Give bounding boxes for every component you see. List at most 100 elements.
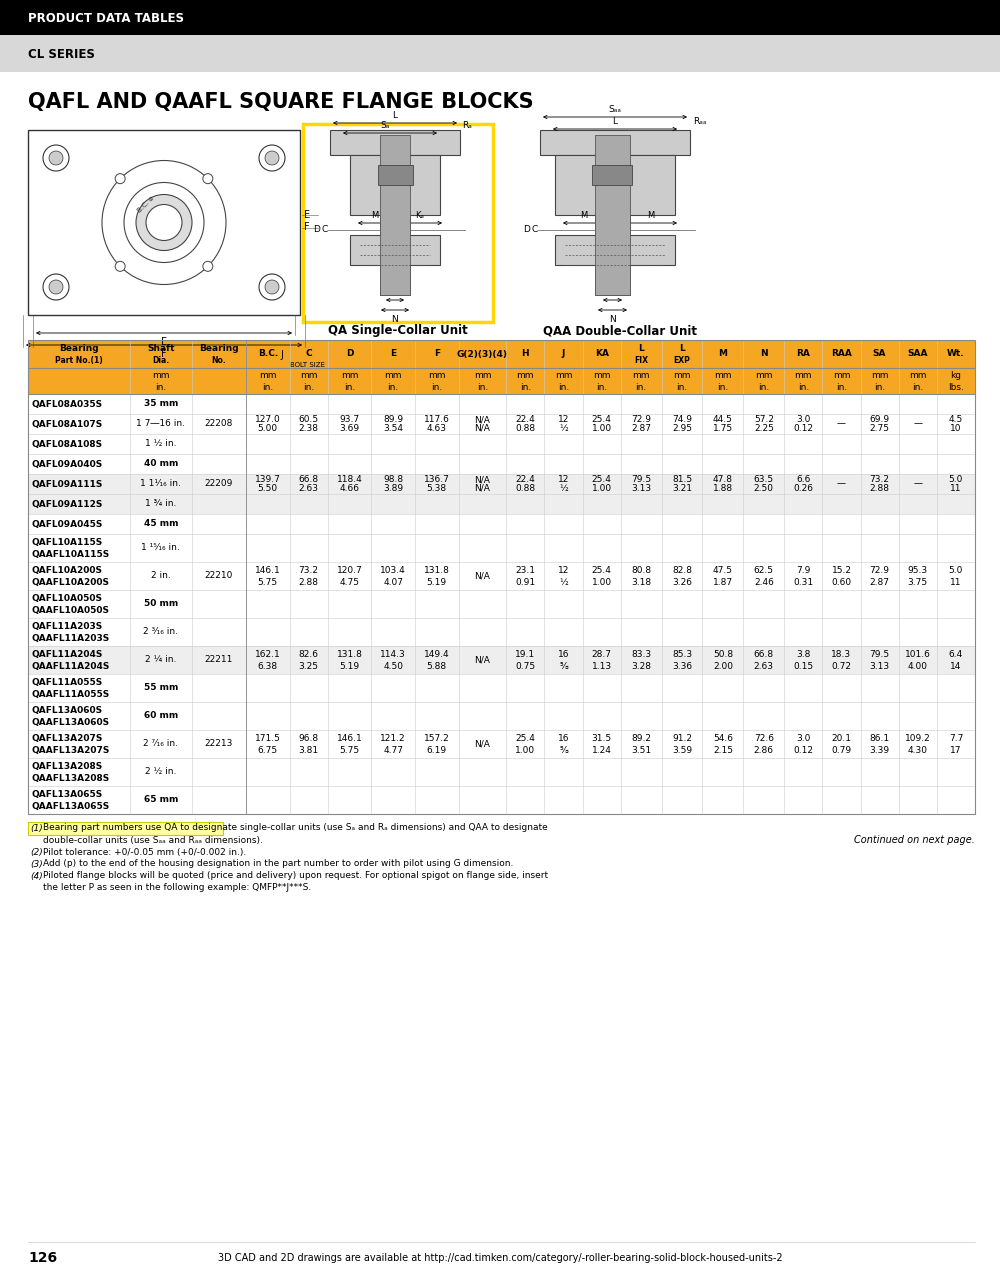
Bar bbox=[28, 590, 975, 618]
Text: mm: mm bbox=[384, 371, 402, 380]
Text: 44.5: 44.5 bbox=[713, 416, 733, 425]
Text: SAA: SAA bbox=[908, 349, 928, 358]
Text: 2 in.: 2 in. bbox=[151, 571, 171, 581]
Text: N/A: N/A bbox=[474, 424, 490, 433]
Text: L: L bbox=[392, 111, 398, 120]
Text: 3.18: 3.18 bbox=[631, 577, 651, 586]
Text: 11: 11 bbox=[950, 577, 962, 586]
Text: D: D bbox=[346, 349, 353, 358]
Text: QAFL08A035S: QAFL08A035S bbox=[31, 399, 102, 408]
Bar bbox=[555, 155, 675, 215]
Text: Bearing: Bearing bbox=[59, 344, 99, 353]
Text: QAFL AND QAAFL SQUARE FLANGE BLOCKS: QAFL AND QAAFL SQUARE FLANGE BLOCKS bbox=[28, 92, 534, 111]
Text: 89.9: 89.9 bbox=[383, 416, 403, 425]
Text: 146.1: 146.1 bbox=[337, 733, 362, 742]
Text: H: H bbox=[522, 349, 529, 358]
Text: 6.38: 6.38 bbox=[258, 662, 278, 671]
Text: 20.1: 20.1 bbox=[831, 733, 851, 742]
Text: 1.88: 1.88 bbox=[713, 484, 733, 493]
Circle shape bbox=[259, 145, 285, 172]
Text: 65 mm: 65 mm bbox=[144, 795, 178, 805]
Text: 83.3: 83.3 bbox=[631, 650, 651, 659]
Text: D: D bbox=[313, 225, 320, 234]
Bar bbox=[0, 35, 1000, 72]
Text: mm: mm bbox=[474, 371, 491, 380]
Text: M: M bbox=[371, 211, 379, 220]
Bar bbox=[303, 124, 493, 323]
Text: QAFL11A204S: QAFL11A204S bbox=[31, 650, 102, 659]
Bar bbox=[28, 434, 975, 454]
Text: 1 ¹⁵⁄₁₆ in.: 1 ¹⁵⁄₁₆ in. bbox=[141, 544, 180, 553]
Text: in.: in. bbox=[836, 383, 847, 392]
Text: 0.91: 0.91 bbox=[515, 577, 535, 586]
Text: 22208: 22208 bbox=[205, 420, 233, 429]
Text: 3.36: 3.36 bbox=[672, 662, 692, 671]
Text: 1.00: 1.00 bbox=[515, 746, 535, 755]
Text: 6.4: 6.4 bbox=[949, 650, 963, 659]
Text: FIX: FIX bbox=[634, 356, 648, 365]
Text: J: J bbox=[280, 349, 283, 360]
Text: Wt.: Wt. bbox=[947, 349, 965, 358]
Text: in.: in. bbox=[636, 383, 647, 392]
Text: in.: in. bbox=[798, 383, 809, 392]
Text: 1.00: 1.00 bbox=[592, 424, 612, 433]
Text: 131.8: 131.8 bbox=[337, 650, 363, 659]
Text: C: C bbox=[322, 225, 328, 234]
Circle shape bbox=[259, 274, 285, 300]
Text: 6.6: 6.6 bbox=[796, 475, 811, 485]
Text: N/A: N/A bbox=[474, 484, 490, 493]
Circle shape bbox=[49, 280, 63, 294]
Text: 72.9: 72.9 bbox=[870, 566, 890, 575]
Text: 22210: 22210 bbox=[205, 571, 233, 581]
Bar bbox=[28, 413, 975, 434]
Text: 120.7: 120.7 bbox=[337, 566, 362, 575]
Bar bbox=[28, 131, 300, 315]
Text: mm: mm bbox=[795, 371, 812, 380]
Text: 80.8: 80.8 bbox=[631, 566, 651, 575]
Text: 18.3: 18.3 bbox=[831, 650, 852, 659]
Bar bbox=[28, 515, 975, 534]
Bar bbox=[28, 786, 975, 814]
Text: 4.63: 4.63 bbox=[427, 424, 447, 433]
Bar bbox=[595, 134, 630, 294]
Text: D: D bbox=[523, 225, 530, 234]
Bar bbox=[350, 236, 440, 265]
Text: 4.66: 4.66 bbox=[340, 484, 360, 493]
Text: 2.88: 2.88 bbox=[870, 484, 890, 493]
Text: 5.88: 5.88 bbox=[427, 662, 447, 671]
Text: H: H bbox=[609, 283, 615, 292]
Text: 74.9: 74.9 bbox=[672, 416, 692, 425]
Text: Sₐ: Sₐ bbox=[380, 122, 390, 131]
Text: 72.6: 72.6 bbox=[754, 733, 774, 742]
Text: J: J bbox=[562, 349, 565, 358]
Text: F: F bbox=[304, 223, 310, 233]
Text: 22.4: 22.4 bbox=[515, 416, 535, 425]
Bar bbox=[350, 155, 440, 215]
Text: (2): (2) bbox=[30, 847, 43, 856]
Text: 28.7: 28.7 bbox=[592, 650, 612, 659]
Text: QAAFL13A208S: QAAFL13A208S bbox=[31, 773, 109, 782]
Text: 2.95: 2.95 bbox=[672, 424, 692, 433]
Text: 79.5: 79.5 bbox=[631, 475, 651, 485]
Text: in.: in. bbox=[558, 383, 569, 392]
Text: ½: ½ bbox=[559, 424, 568, 433]
Text: CL SERIES: CL SERIES bbox=[28, 47, 95, 60]
Text: 0.88: 0.88 bbox=[515, 484, 535, 493]
Text: Add (p) to the end of the housing designation in the part number to order with p: Add (p) to the end of the housing design… bbox=[43, 859, 513, 869]
Text: 1 1¹⁄₁₆ in.: 1 1¹⁄₁₆ in. bbox=[140, 480, 181, 489]
Bar bbox=[380, 215, 410, 294]
Text: H: H bbox=[392, 283, 398, 292]
Text: N/A: N/A bbox=[474, 655, 490, 664]
Text: 3.51: 3.51 bbox=[631, 746, 651, 755]
Text: 5.19: 5.19 bbox=[427, 577, 447, 586]
Circle shape bbox=[203, 174, 213, 183]
Text: E: E bbox=[390, 349, 396, 358]
Text: 2 ⁷⁄₁₆ in.: 2 ⁷⁄₁₆ in. bbox=[143, 740, 178, 749]
Circle shape bbox=[43, 274, 69, 300]
Text: 3.0: 3.0 bbox=[796, 733, 811, 742]
Text: 91.2: 91.2 bbox=[672, 733, 692, 742]
Text: 0.79: 0.79 bbox=[831, 746, 852, 755]
Text: 3.0: 3.0 bbox=[796, 416, 811, 425]
Text: 57.2: 57.2 bbox=[754, 416, 774, 425]
Text: QAFL11A055S: QAFL11A055S bbox=[31, 678, 102, 687]
